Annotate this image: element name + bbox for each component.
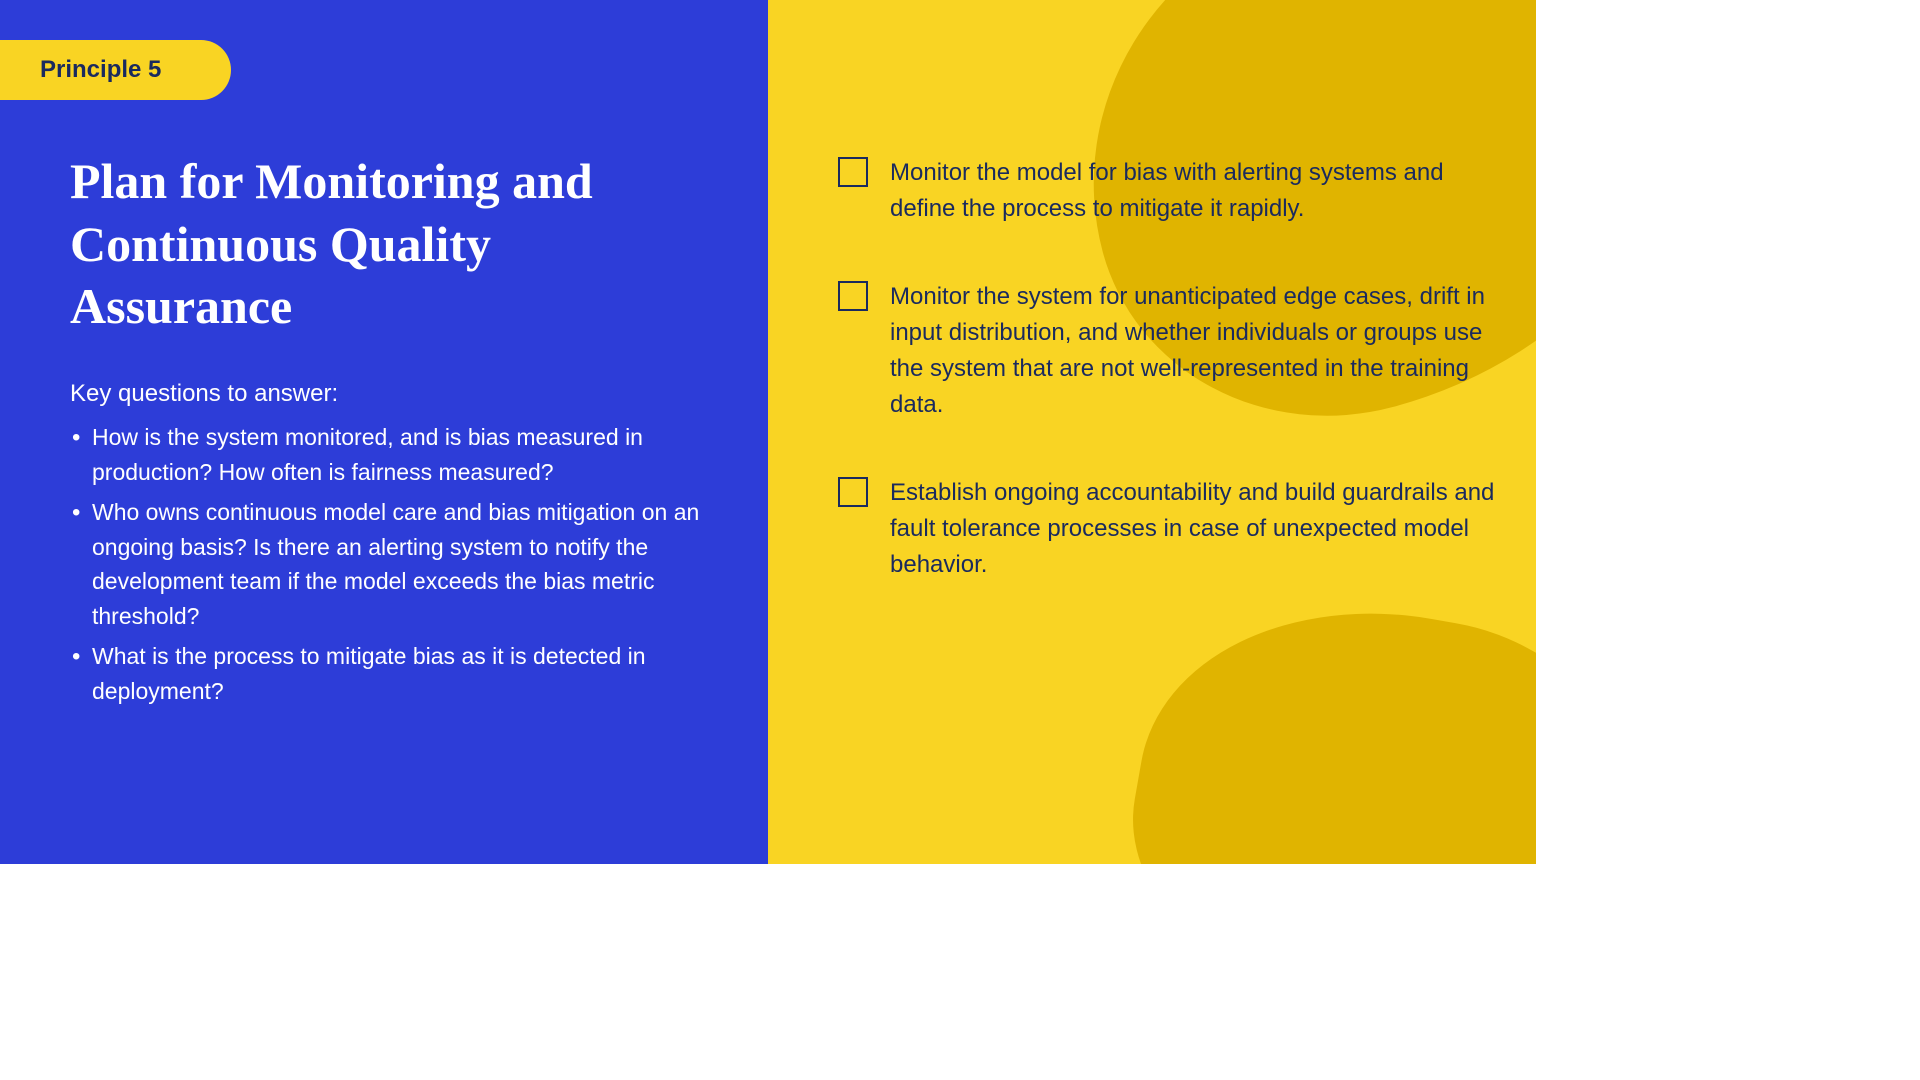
key-question-item: Who owns continuous model care and bias … <box>92 495 708 633</box>
key-questions-heading: Key questions to answer: <box>70 380 708 408</box>
key-questions-list: How is the system monitored, and is bias… <box>70 420 708 708</box>
checkbox-icon <box>838 157 868 187</box>
right-panel: Monitor the model for bias with alerting… <box>768 0 1536 864</box>
page-title: Plan for Monitoring and Continuous Quali… <box>70 150 708 338</box>
left-panel: Principle 5 Plan for Monitoring and Cont… <box>0 0 768 864</box>
checklist: Monitor the model for bias with alerting… <box>838 155 1496 635</box>
checklist-text: Monitor the system for unanticipated edg… <box>890 279 1496 423</box>
principle-badge: Principle 5 <box>0 40 231 100</box>
slide: Principle 5 Plan for Monitoring and Cont… <box>0 0 1536 864</box>
key-question-item: How is the system monitored, and is bias… <box>92 420 708 489</box>
checklist-item: Establish ongoing accountability and bui… <box>838 475 1496 583</box>
checklist-item: Monitor the system for unanticipated edg… <box>838 279 1496 423</box>
checkbox-icon <box>838 477 868 507</box>
checklist-item: Monitor the model for bias with alerting… <box>838 155 1496 227</box>
key-question-item: What is the process to mitigate bias as … <box>92 639 708 708</box>
checkbox-icon <box>838 281 868 311</box>
checklist-text: Establish ongoing accountability and bui… <box>890 475 1496 583</box>
badge-label: Principle 5 <box>40 56 161 83</box>
checklist-text: Monitor the model for bias with alerting… <box>890 155 1496 227</box>
key-questions-section: Key questions to answer: How is the syst… <box>70 380 708 714</box>
